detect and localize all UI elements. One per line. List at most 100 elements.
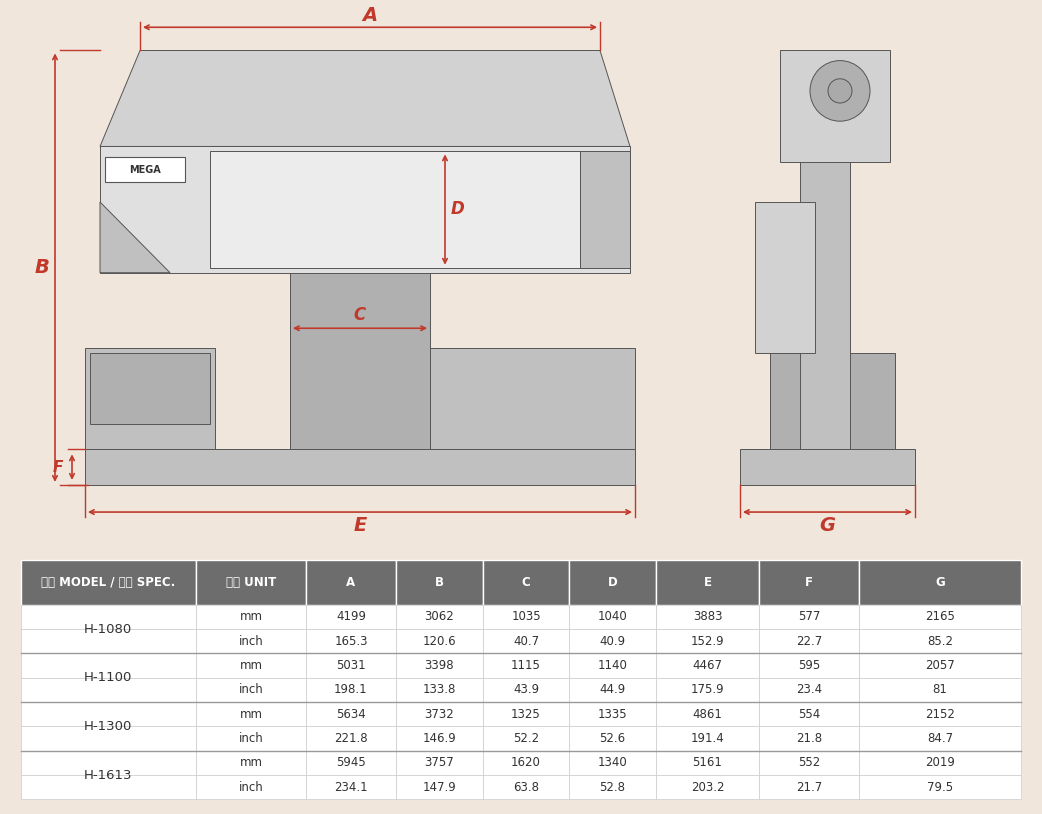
Text: B: B xyxy=(34,258,49,277)
Bar xyxy=(859,726,1021,751)
Bar xyxy=(396,605,483,629)
Bar xyxy=(21,726,196,751)
Bar xyxy=(859,654,1021,678)
Bar xyxy=(21,654,196,678)
Text: inch: inch xyxy=(239,684,264,697)
Text: 52.6: 52.6 xyxy=(599,732,625,745)
Text: 191.4: 191.4 xyxy=(691,732,724,745)
Text: E: E xyxy=(703,576,712,589)
Bar xyxy=(759,726,859,751)
Text: 85.2: 85.2 xyxy=(927,635,953,648)
Text: 3732: 3732 xyxy=(424,707,454,720)
Bar xyxy=(656,678,759,702)
Bar xyxy=(569,560,656,605)
Bar xyxy=(656,726,759,751)
Bar xyxy=(656,629,759,654)
Text: 221.8: 221.8 xyxy=(334,732,368,745)
Text: 3062: 3062 xyxy=(424,610,454,624)
Bar xyxy=(21,702,196,726)
Bar xyxy=(396,629,483,654)
Text: A: A xyxy=(346,576,355,589)
Text: 23.4: 23.4 xyxy=(796,684,822,697)
Bar xyxy=(306,775,396,799)
Polygon shape xyxy=(770,353,895,449)
Text: 單位 UNIT: 單位 UNIT xyxy=(226,576,276,589)
Text: 120.6: 120.6 xyxy=(423,635,456,648)
Text: 44.9: 44.9 xyxy=(599,684,625,697)
Text: 3883: 3883 xyxy=(693,610,722,624)
Text: 595: 595 xyxy=(798,659,820,672)
Bar xyxy=(306,702,396,726)
Bar xyxy=(21,629,196,654)
Bar xyxy=(21,560,196,605)
Text: 1620: 1620 xyxy=(511,756,541,769)
Polygon shape xyxy=(85,348,215,449)
Bar xyxy=(483,726,569,751)
Bar xyxy=(759,560,859,605)
Circle shape xyxy=(810,60,870,121)
Text: 152.9: 152.9 xyxy=(691,635,724,648)
Bar xyxy=(859,605,1021,629)
Text: 165.3: 165.3 xyxy=(334,635,368,648)
Text: H-1613: H-1613 xyxy=(84,768,132,781)
Text: 577: 577 xyxy=(798,610,820,624)
Bar xyxy=(483,702,569,726)
Bar xyxy=(196,605,306,629)
Bar xyxy=(569,629,656,654)
Bar xyxy=(759,629,859,654)
Text: 4199: 4199 xyxy=(336,610,366,624)
Bar xyxy=(569,605,656,629)
Text: 1140: 1140 xyxy=(598,659,627,672)
Bar xyxy=(306,726,396,751)
Bar xyxy=(196,654,306,678)
Text: 146.9: 146.9 xyxy=(423,732,456,745)
Text: 79.5: 79.5 xyxy=(927,781,953,794)
Text: 22.7: 22.7 xyxy=(796,635,822,648)
Text: 175.9: 175.9 xyxy=(691,684,724,697)
Text: 4861: 4861 xyxy=(693,707,722,720)
Bar xyxy=(656,751,759,775)
Circle shape xyxy=(828,79,852,103)
Text: 1115: 1115 xyxy=(511,659,541,672)
Text: 81: 81 xyxy=(933,684,947,697)
Text: 21.8: 21.8 xyxy=(796,732,822,745)
Text: 3398: 3398 xyxy=(425,659,454,672)
Bar xyxy=(196,678,306,702)
Polygon shape xyxy=(755,202,815,353)
Bar xyxy=(396,678,483,702)
Text: F: F xyxy=(53,460,64,475)
Bar xyxy=(759,702,859,726)
Polygon shape xyxy=(800,121,850,449)
Bar xyxy=(569,726,656,751)
Polygon shape xyxy=(100,202,170,273)
Bar xyxy=(396,775,483,799)
Bar xyxy=(656,654,759,678)
Bar xyxy=(759,751,859,775)
Text: 2152: 2152 xyxy=(925,707,956,720)
Text: 234.1: 234.1 xyxy=(334,781,368,794)
Bar xyxy=(569,775,656,799)
Polygon shape xyxy=(100,147,630,273)
Bar xyxy=(196,702,306,726)
Text: 1335: 1335 xyxy=(598,707,627,720)
Text: F: F xyxy=(805,576,813,589)
Bar xyxy=(21,605,196,629)
Bar xyxy=(196,629,306,654)
Text: 198.1: 198.1 xyxy=(334,684,368,697)
Text: mm: mm xyxy=(240,707,263,720)
Text: 5634: 5634 xyxy=(337,707,366,720)
Text: 21.7: 21.7 xyxy=(796,781,822,794)
Text: 機型 MODEL / 規格 SPEC.: 機型 MODEL / 規格 SPEC. xyxy=(42,576,175,589)
Text: inch: inch xyxy=(239,635,264,648)
Bar xyxy=(656,702,759,726)
Polygon shape xyxy=(780,50,890,162)
Bar xyxy=(396,560,483,605)
Text: 2165: 2165 xyxy=(925,610,956,624)
Bar xyxy=(306,560,396,605)
Text: D: D xyxy=(451,200,465,218)
Bar xyxy=(196,751,306,775)
Bar xyxy=(396,751,483,775)
Bar xyxy=(21,775,196,799)
Text: 52.2: 52.2 xyxy=(513,732,539,745)
Bar xyxy=(483,629,569,654)
